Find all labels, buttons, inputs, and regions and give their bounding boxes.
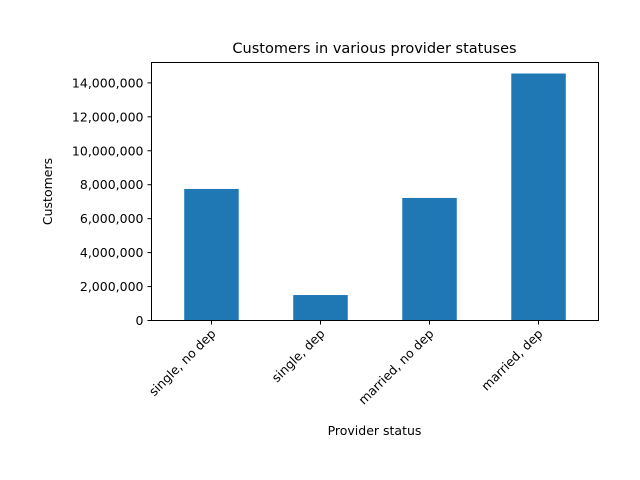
x-axis-label: Provider status — [328, 423, 422, 438]
y-tick-label-4: 8,000,000 — [80, 177, 144, 192]
bar-3 — [511, 73, 566, 321]
bar-1 — [293, 295, 348, 321]
x-tick-label-1: single, dep — [269, 326, 328, 385]
bars — [184, 73, 566, 321]
y-tick-label-2: 4,000,000 — [80, 245, 144, 260]
y-tick-label-0: 0 — [136, 313, 144, 328]
x-tick-label-3: married, dep — [478, 326, 546, 394]
x-tick-label-2: married, no dep — [355, 326, 436, 407]
y-tick-label-7: 14,000,000 — [72, 75, 144, 90]
bar-2 — [402, 197, 457, 321]
x-tick-label-0: single, no dep — [146, 326, 219, 399]
y-tick-label-5: 10,000,000 — [72, 143, 144, 158]
y-tick-label-6: 12,000,000 — [72, 109, 144, 124]
bar-0 — [184, 188, 239, 321]
y-tick-label-1: 2,000,000 — [80, 279, 144, 294]
y-tick-label-3: 6,000,000 — [80, 211, 144, 226]
plot-frame — [151, 62, 599, 321]
y-axis: 0 2,000,000 4,000,000 6,000,000 8,000,000 10,… — [72, 75, 152, 328]
y-axis-label: Customers — [40, 158, 55, 225]
x-axis: single, no dep single, dep married, no dep… — [146, 320, 546, 407]
chart-title: Customers in various provider statuses — [232, 41, 516, 57]
